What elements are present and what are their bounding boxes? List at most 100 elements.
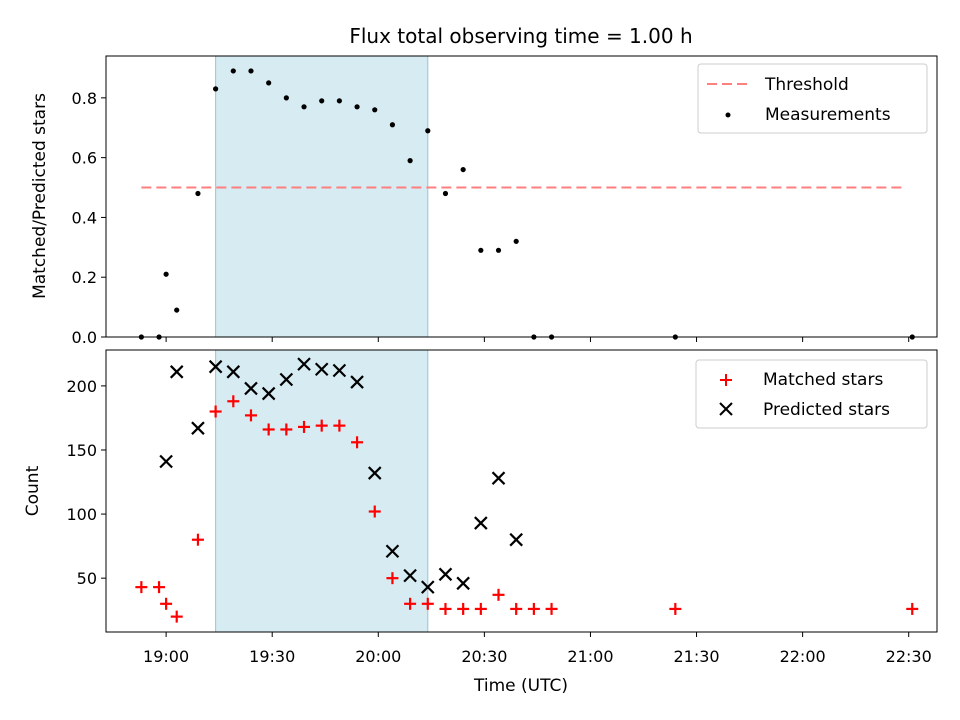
measurement-point — [442, 190, 449, 197]
measurements-points — [138, 68, 915, 340]
matched-point — [510, 602, 523, 615]
top-legend: Threshold Measurements — [697, 63, 928, 134]
matched-point — [545, 602, 558, 615]
measurement-point — [301, 104, 307, 110]
chart-title: Flux total observing time = 1.00 h — [349, 24, 692, 48]
bottom-frame — [105, 349, 938, 633]
top-xticks — [165, 337, 910, 342]
top-axes: 0.00.20.40.60.8 Matched/Predicted stars … — [30, 55, 938, 347]
measurement-point — [163, 271, 169, 277]
predicted-point — [403, 568, 417, 583]
bottom-xtick-label: 20:00 — [355, 647, 401, 666]
top-ylabel: Matched/Predicted stars — [30, 93, 50, 299]
measurement-point — [389, 122, 396, 128]
bottom-ytick-label: 200 — [66, 377, 97, 396]
predicted-point — [297, 357, 311, 371]
matched-point — [439, 602, 452, 615]
top-ytick-label: 0.4 — [72, 208, 97, 227]
bottom-ytick-label: 50 — [77, 569, 97, 588]
legend-threshold-label: Threshold — [764, 75, 849, 95]
measurement-point — [460, 166, 466, 173]
top-ytick-label: 0.6 — [72, 149, 97, 168]
matched-point — [386, 572, 399, 585]
measurement-point — [407, 158, 413, 164]
matched-point — [315, 419, 328, 432]
top-ytick-label: 0.0 — [72, 328, 97, 347]
matched-point — [227, 395, 240, 408]
matched-point — [209, 405, 222, 418]
matched-point — [153, 581, 166, 594]
measurement-point — [283, 95, 289, 101]
measurement-point — [266, 80, 272, 86]
bottom-legend: Matched stars Predicted stars — [695, 359, 928, 429]
top-span — [215, 55, 429, 338]
matched-point — [298, 420, 311, 433]
legend-matched-swatch — [720, 374, 732, 386]
predicted-point — [191, 421, 205, 435]
bottom-xtick-label: 19:30 — [249, 647, 295, 666]
predicted-point — [208, 359, 223, 374]
bottom-ytick-label: 150 — [66, 441, 97, 460]
legend-measurements-swatch — [725, 112, 731, 118]
top-ytick-label: 0.2 — [72, 268, 97, 287]
bottom-xtick-label: 22:00 — [780, 647, 826, 666]
predicted-point — [438, 567, 453, 582]
bottom-xlabel: Time (UTC) — [473, 676, 568, 696]
measurement-point — [174, 307, 180, 313]
bottom-yticks: 50 100 150 200 — [66, 377, 106, 588]
predicted-point — [385, 544, 400, 559]
matched-point — [244, 409, 257, 422]
matched-point — [492, 588, 505, 601]
predicted-point — [491, 471, 506, 485]
predicted-point — [159, 454, 173, 469]
predicted-point — [474, 516, 488, 530]
matched-point — [404, 597, 417, 610]
matched-point — [906, 602, 919, 615]
matched-point — [669, 602, 682, 615]
predicted-point — [421, 580, 435, 594]
bottom-xtick-label: 22:30 — [886, 647, 932, 666]
measurement-point — [513, 238, 519, 244]
matched-point — [135, 581, 148, 594]
measurement-point — [354, 104, 360, 110]
matched-point — [191, 533, 204, 546]
measurement-point — [213, 86, 219, 92]
predicted-point — [279, 372, 294, 387]
top-yticks: 0.0 0.2 0.4 0.6 0.8 — [72, 89, 106, 347]
matched-point — [160, 597, 173, 610]
bottom-xtick-label: 21:00 — [567, 647, 613, 666]
predicted-point — [367, 466, 382, 480]
measurement-point — [372, 107, 378, 113]
measurement-point — [425, 128, 431, 134]
predicted-point — [261, 386, 276, 401]
predicted-point — [244, 381, 258, 396]
matched-point — [527, 602, 540, 615]
bottom-axes: 50 100 150 200 19:00 19:30 20:00 20:30 21:00 21:… — [23, 349, 938, 696]
bottom-span — [215, 349, 429, 633]
legend-predicted-swatch — [719, 402, 733, 416]
predicted-point — [169, 365, 184, 379]
top-legend-frame — [697, 63, 928, 134]
predicted-point — [226, 365, 241, 379]
legend-measurements-label: Measurements — [765, 105, 891, 125]
top-frame — [105, 55, 938, 338]
bottom-xtick-label: 21:30 — [673, 647, 719, 666]
measurement-point — [319, 98, 325, 104]
bottom-ylabel: Count — [23, 465, 43, 516]
top-ytick-label: 0.8 — [72, 89, 97, 108]
predicted-point — [314, 362, 329, 377]
predicted-point — [456, 576, 470, 591]
measurement-point — [336, 98, 342, 104]
bottom-xticks: 19:00 19:30 20:00 20:30 21:00 21:30 22:00 22:30 — [143, 632, 932, 666]
measurement-point — [230, 68, 236, 74]
matched-point — [474, 602, 487, 615]
matched-point — [333, 419, 346, 432]
predicted-points — [159, 357, 523, 594]
legend-matched-label: Matched stars — [763, 370, 883, 390]
bottom-xtick-label: 19:00 — [143, 647, 189, 666]
predicted-point — [350, 375, 364, 389]
measurement-point — [248, 68, 254, 74]
measurement-point — [478, 247, 484, 253]
matched-point — [170, 610, 183, 623]
